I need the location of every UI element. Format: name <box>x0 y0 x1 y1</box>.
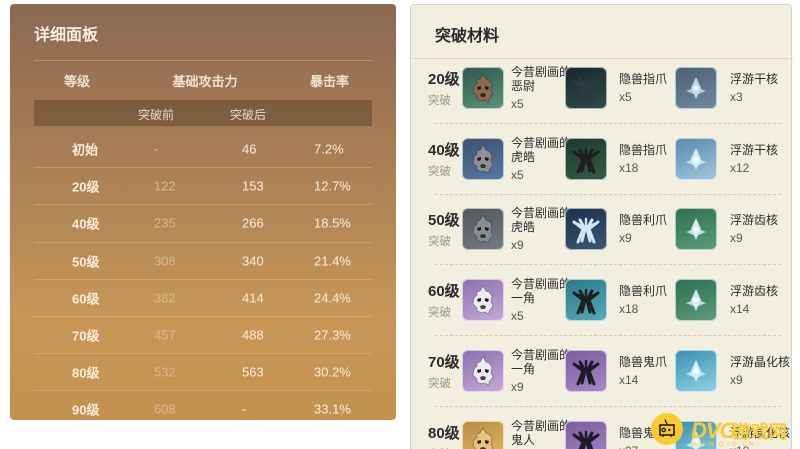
svg-text:游戏网: 游戏网 <box>733 421 787 442</box>
svg-text:WWW.GVG.CN: WWW.GVG.CN <box>692 441 756 448</box>
svg-text:DVG: DVG <box>691 418 737 443</box>
